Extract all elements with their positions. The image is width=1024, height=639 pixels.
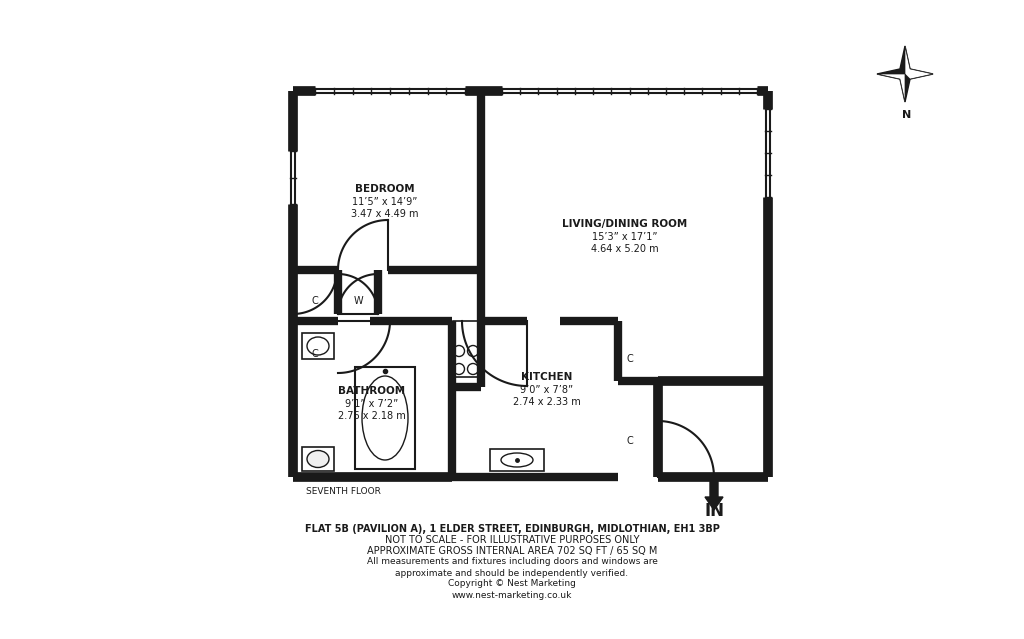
Bar — [453, 321, 481, 377]
Text: 9’0” x 7’8”: 9’0” x 7’8” — [520, 385, 573, 395]
Text: W: W — [353, 296, 362, 306]
Text: C: C — [311, 349, 318, 359]
Text: C: C — [627, 436, 634, 446]
Text: N: N — [902, 110, 911, 120]
Polygon shape — [877, 74, 905, 102]
Bar — [490, 449, 544, 471]
Text: 15’3” x 17’1”: 15’3” x 17’1” — [592, 232, 657, 242]
Polygon shape — [905, 46, 933, 79]
Text: approximate and should be independently verified.: approximate and should be independently … — [395, 569, 629, 578]
Text: 2.74 x 2.33 m: 2.74 x 2.33 m — [513, 397, 581, 407]
Text: LIVING/DINING ROOM: LIVING/DINING ROOM — [562, 219, 688, 229]
Text: NOT TO SCALE - FOR ILLUSTRATIVE PURPOSES ONLY: NOT TO SCALE - FOR ILLUSTRATIVE PURPOSES… — [385, 535, 639, 545]
Text: FLAT 5B (PAVILION A), 1 ELDER STREET, EDINBURGH, MIDLOTHIAN, EH1 3BP: FLAT 5B (PAVILION A), 1 ELDER STREET, ED… — [304, 524, 720, 534]
Polygon shape — [877, 46, 933, 102]
Text: www.nest-marketing.co.uk: www.nest-marketing.co.uk — [452, 590, 572, 599]
Text: 4.64 x 5.20 m: 4.64 x 5.20 m — [591, 244, 658, 254]
Text: KITCHEN: KITCHEN — [521, 372, 572, 382]
Bar — [355, 367, 415, 469]
Text: APPROXIMATE GROSS INTERNAL AREA 702 SQ FT / 65 SQ M: APPROXIMATE GROSS INTERNAL AREA 702 SQ F… — [367, 546, 657, 556]
Text: SEVENTH FLOOR: SEVENTH FLOOR — [306, 486, 381, 495]
Text: 9’1” x 7’2”: 9’1” x 7’2” — [345, 399, 398, 409]
Text: IN: IN — [705, 502, 724, 520]
Bar — [302, 333, 334, 359]
Text: C: C — [627, 354, 634, 364]
Text: BATHROOM: BATHROOM — [339, 386, 406, 396]
Bar — [302, 447, 334, 471]
Ellipse shape — [307, 450, 329, 468]
FancyArrow shape — [705, 481, 723, 510]
Text: BEDROOM: BEDROOM — [355, 184, 415, 194]
Text: All measurements and fixtures including doors and windows are: All measurements and fixtures including … — [367, 557, 657, 567]
Text: Copyright © Nest Marketing: Copyright © Nest Marketing — [449, 580, 575, 589]
Text: 11’5” x 14’9”: 11’5” x 14’9” — [352, 197, 418, 207]
Text: 2.76 x 2.18 m: 2.76 x 2.18 m — [338, 411, 406, 421]
Text: C: C — [311, 296, 318, 306]
Text: 3.47 x 4.49 m: 3.47 x 4.49 m — [351, 209, 419, 219]
